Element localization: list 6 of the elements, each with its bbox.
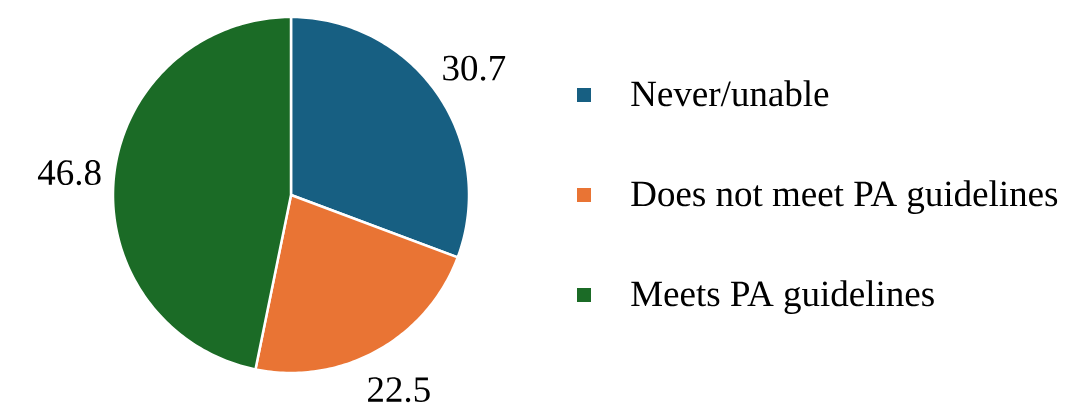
data-label: 46.8 — [37, 160, 101, 186]
legend-label: Meets PA guidelines — [631, 280, 934, 314]
legend-label: Never/unable — [631, 80, 829, 107]
data-label: 30.7 — [443, 55, 506, 81]
data-label: 22.5 — [368, 377, 430, 403]
legend-label: Does not meet PA guidelines — [631, 180, 1058, 214]
